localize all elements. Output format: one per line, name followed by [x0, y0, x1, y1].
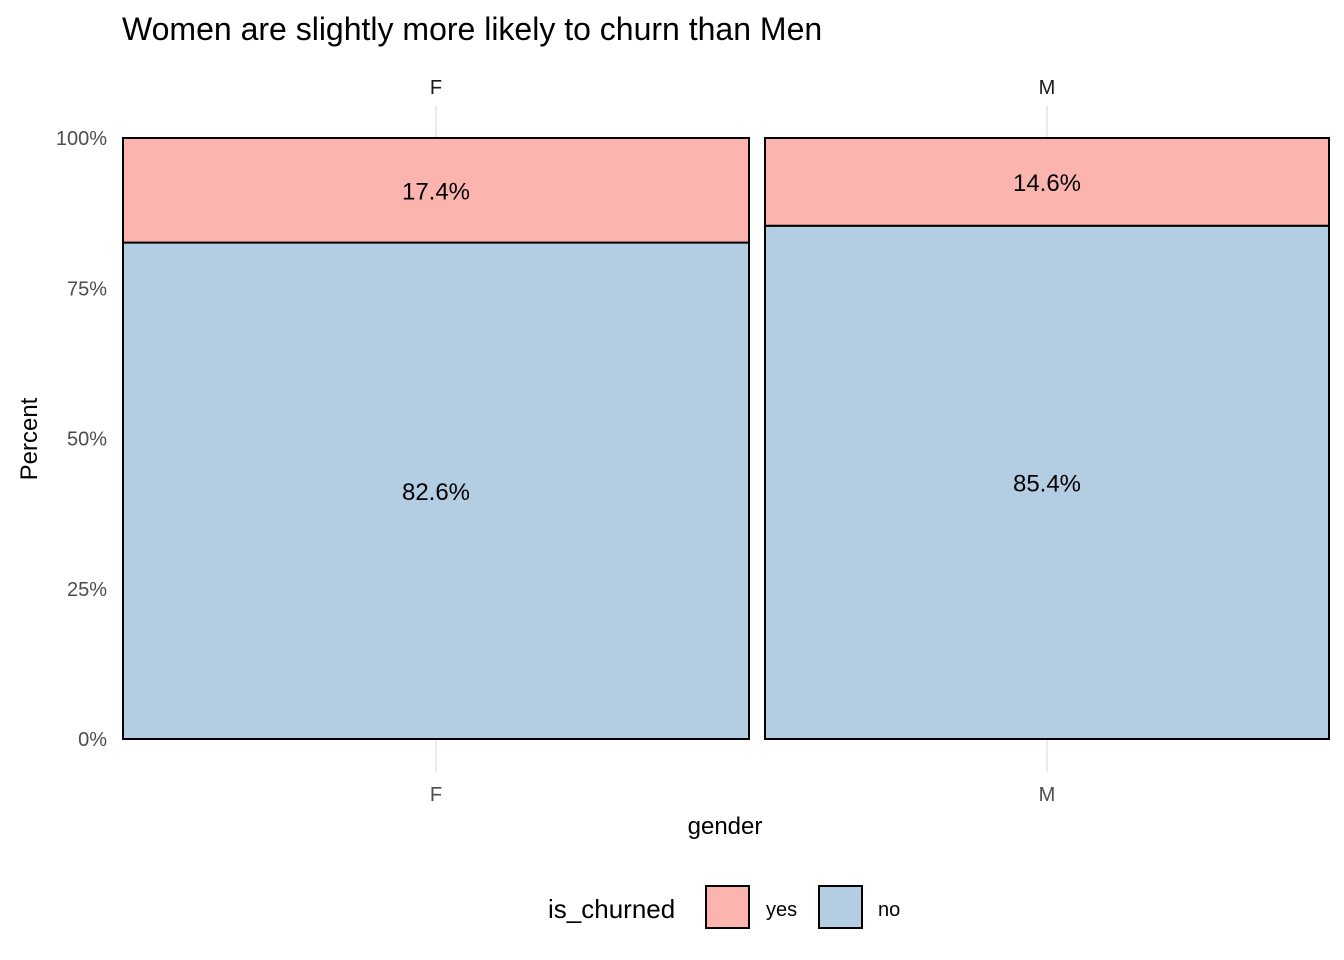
- grid-layer: [435, 106, 1048, 772]
- data-label: 82.6%: [402, 479, 470, 506]
- y-tick-label: 100%: [56, 128, 107, 150]
- legend: is_churned yes no: [548, 885, 900, 929]
- y-axis-title: Percent: [16, 397, 43, 480]
- legend-title: is_churned: [548, 894, 675, 924]
- bar-segment-no: [764, 224, 1330, 741]
- legend-label-no: no: [878, 899, 900, 921]
- y-tick-label: 50%: [67, 429, 107, 451]
- bar-segment-no: [122, 241, 750, 740]
- x-tick-label: M: [1039, 784, 1056, 806]
- y-tick-label: 75%: [67, 278, 107, 300]
- data-label: 17.4%: [402, 178, 470, 205]
- facet-strip-label: F: [430, 77, 442, 99]
- y-tick-label: 0%: [78, 729, 107, 751]
- x-tick-label: F: [430, 784, 442, 806]
- facet-strip-label: M: [1039, 77, 1056, 99]
- y-axis-ticks: 0% 25% 50% 75% 100%: [56, 128, 107, 751]
- data-label: 14.6%: [1013, 170, 1081, 197]
- y-tick-label: 25%: [67, 579, 107, 601]
- legend-key-no: [818, 885, 863, 929]
- chart-title: Women are slightly more likely to churn …: [122, 11, 822, 47]
- legend-key-yes: [705, 885, 750, 929]
- data-label: 85.4%: [1013, 470, 1081, 497]
- x-axis-title: gender: [688, 813, 763, 840]
- legend-label-yes: yes: [766, 899, 797, 921]
- bar-segment-yes: [764, 137, 1330, 227]
- bar-layer: 82.6% 17.4% 85.4% 14.6%: [122, 137, 1330, 741]
- bar-segment-yes: [122, 137, 750, 244]
